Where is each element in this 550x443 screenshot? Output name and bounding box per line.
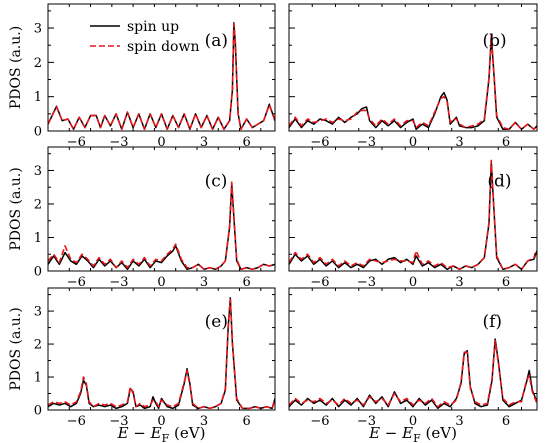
- y-axis-label: PDOS (a.u.): [8, 26, 24, 109]
- x-tick-label: 6: [502, 414, 510, 429]
- x-axis-label: E − EF (eV): [368, 424, 457, 443]
- y-tick-label: 0: [34, 265, 42, 280]
- x-tick-label: 0: [409, 414, 417, 429]
- y-tick-label: 0: [34, 404, 42, 419]
- x-tick-label: −6: [67, 414, 86, 429]
- spin-up-line-3: [48, 183, 275, 271]
- panel-a: −6 −3 0 3 6 0 1 2 3 PDOS (a.u.) (a): [8, 3, 276, 150]
- spin-down-line-6: [289, 339, 537, 408]
- x-tick-label: −3: [109, 135, 128, 150]
- spin-up-line-5: [48, 297, 275, 410]
- y-tick-label: 1: [34, 371, 42, 386]
- spin-down-line-4: [289, 159, 537, 271]
- x-tick-label: −6: [310, 275, 329, 290]
- panel-f: −6 −3 0 3 6 E − EF (eV) (f): [288, 287, 538, 443]
- x-tick-label: −3: [357, 135, 376, 150]
- x-tick-label: 0: [157, 275, 165, 290]
- panel-c: −6 −3 0 3 6 0 1 2 3 PDOS (a.u.) (c): [8, 146, 276, 290]
- y-tick-label: 2: [34, 338, 42, 353]
- y-tick-label: 2: [34, 56, 42, 71]
- y-tick-label: 3: [34, 22, 42, 37]
- panel-label: (a): [205, 31, 228, 51]
- panel-label: (c): [205, 172, 228, 192]
- x-tick-label: −3: [357, 275, 376, 290]
- legend-entry: spin up: [127, 19, 179, 35]
- x-tick-label: −3: [357, 414, 376, 429]
- panel-label: (b): [482, 31, 506, 51]
- x-tick-label: 3: [200, 414, 208, 429]
- plot-frame: [47, 287, 276, 411]
- x-axis-label: E − EF (eV): [117, 424, 206, 443]
- y-tick-label: 3: [34, 305, 42, 320]
- x-tick-label: 3: [455, 414, 463, 429]
- x-tick-label: 3: [200, 275, 208, 290]
- spin-down-line-5: [48, 298, 275, 410]
- y-axis-label: PDOS (a.u.): [8, 167, 24, 250]
- panel-label: (d): [487, 172, 511, 192]
- x-tick-label: −6: [310, 135, 329, 150]
- x-tick-label: 6: [242, 414, 250, 429]
- spin-down-line-2: [289, 34, 537, 131]
- panel-e: −6 −3 0 3 6 0 1 2 3 PDOS (a.u.) E − EF (eV) (e): [8, 287, 276, 443]
- spin-down-line-1: [48, 23, 275, 131]
- x-tick-label: 0: [409, 135, 417, 150]
- y-tick-label: 3: [34, 164, 42, 179]
- x-tick-label: −3: [109, 275, 128, 290]
- plot-frame: [47, 3, 276, 132]
- panel-label: (e): [205, 312, 228, 332]
- plot-frame: [288, 287, 538, 411]
- x-tick-label: −6: [67, 135, 86, 150]
- x-tick-label: 3: [200, 135, 208, 150]
- panel-b: −6 −3 0 3 6 (b): [288, 3, 538, 150]
- y-axis-label: PDOS (a.u.): [8, 307, 24, 390]
- spin-down-line-3: [48, 181, 275, 271]
- x-tick-label: 6: [502, 135, 510, 150]
- plot-frame: [288, 146, 538, 272]
- x-tick-label: −6: [310, 414, 329, 429]
- plot-frame: [47, 146, 276, 272]
- x-tick-label: 6: [242, 275, 250, 290]
- x-tick-label: 0: [157, 414, 165, 429]
- y-tick-label: 2: [34, 197, 42, 212]
- x-tick-label: 3: [455, 135, 463, 150]
- x-tick-label: 0: [157, 135, 165, 150]
- legend: spin up spin down: [90, 19, 199, 55]
- x-tick-label: −6: [67, 275, 86, 290]
- legend-entry: spin down: [127, 39, 199, 55]
- panel-d: −6 −3 0 3 6 (d): [288, 146, 538, 290]
- y-tick-label: 1: [34, 90, 42, 105]
- x-tick-label: 3: [455, 275, 463, 290]
- x-tick-label: 0: [409, 275, 417, 290]
- plot-frame: [288, 3, 538, 132]
- y-tick-label: 0: [34, 125, 42, 140]
- panel-label: (f): [482, 312, 502, 332]
- x-tick-label: −3: [109, 414, 128, 429]
- y-tick-label: 1: [34, 231, 42, 246]
- x-tick-label: 6: [502, 275, 510, 290]
- x-tick-label: 6: [242, 135, 250, 150]
